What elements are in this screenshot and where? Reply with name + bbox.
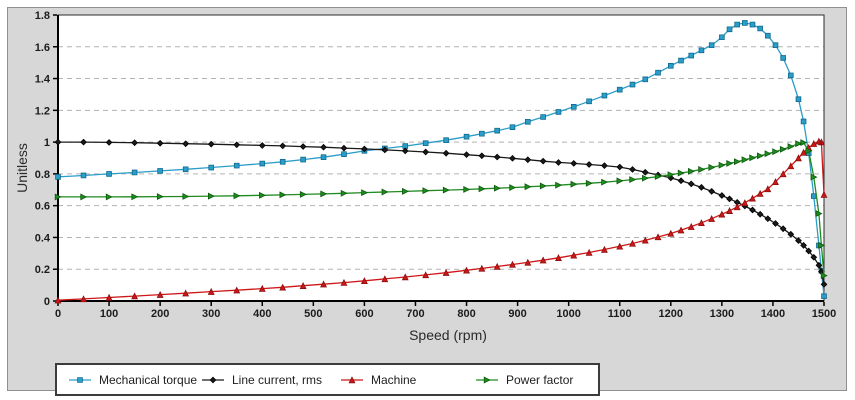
legend-item-label: Power factor — [506, 372, 574, 387]
y-tick-label: 0 — [44, 296, 50, 308]
x-tick-label: 1200 — [659, 308, 683, 320]
legend-item-label: Line current, rms — [232, 372, 323, 387]
legend-item-power-factor[interactable]: Power factor — [475, 365, 573, 394]
legend-item-label: Mechanical torque — [99, 372, 198, 387]
x-tick-label: 100 — [100, 308, 118, 320]
x-tick-label: 500 — [304, 308, 322, 320]
y-tick-label: 0.2 — [35, 264, 50, 276]
chart-panel: 0 100 200 300 400 500 600 700 800 900 1000 1100 1200… — [7, 7, 847, 396]
x-tick-label: 600 — [355, 308, 373, 320]
y-tick-label: 0.8 — [35, 169, 50, 181]
y-tick-label: 1.8 — [35, 10, 50, 22]
x-tick-label: 1100 — [608, 308, 632, 320]
y-tick-label: 0.6 — [35, 201, 50, 213]
series-markers-mechanical-torque — [55, 20, 827, 300]
legend-item-label: Machine — [371, 372, 417, 387]
x-tick-label: 1300 — [710, 308, 734, 320]
y-tick-label: 1.2 — [35, 105, 50, 117]
x-tick-label: 400 — [253, 308, 271, 320]
y-tick-label: 1.6 — [35, 42, 50, 54]
x-tick-label: 1500 — [812, 308, 836, 320]
legend-item-mechanical-torque[interactable]: Mechanical torque — [68, 365, 197, 394]
series-markers-machine — [54, 137, 828, 304]
x-tick-label: 800 — [457, 308, 475, 320]
plot-area — [58, 15, 824, 301]
line-current-rms-marker-icon — [202, 376, 224, 383]
legend: Mechanical torque Line current, rms Machin… — [55, 363, 600, 396]
x-tick-label: 1400 — [761, 308, 785, 320]
mechanical-torque-marker-icon — [69, 376, 91, 383]
x-tick-label: 1000 — [556, 308, 580, 320]
x-axis-title: Speed (rpm) — [409, 327, 487, 343]
chart-canvas: 0 100 200 300 400 500 600 700 800 900 1000 1100 1200… — [35, 10, 837, 320]
legend-item-machine[interactable]: Machine — [340, 365, 416, 394]
series-markers-line-current-rms — [54, 138, 828, 288]
y-axis-title: Unitless — [14, 143, 30, 193]
power-factor-marker-icon — [476, 376, 498, 383]
y-tick-label: 1 — [44, 137, 50, 149]
x-tick-label: 700 — [406, 308, 424, 320]
series-markers-power-factor — [54, 139, 828, 280]
series-line-machine — [57, 140, 825, 301]
y-tick-label: 0.4 — [35, 232, 51, 244]
y-tick-label: 1.4 — [35, 74, 51, 86]
x-tick-label: 0 — [55, 308, 61, 320]
machine-marker-icon — [341, 375, 363, 383]
x-tick-label: 900 — [508, 308, 526, 320]
x-tick-label: 300 — [202, 308, 220, 320]
x-tick-label: 200 — [151, 308, 169, 320]
legend-item-line-current-rms[interactable]: Line current, rms — [201, 365, 322, 394]
